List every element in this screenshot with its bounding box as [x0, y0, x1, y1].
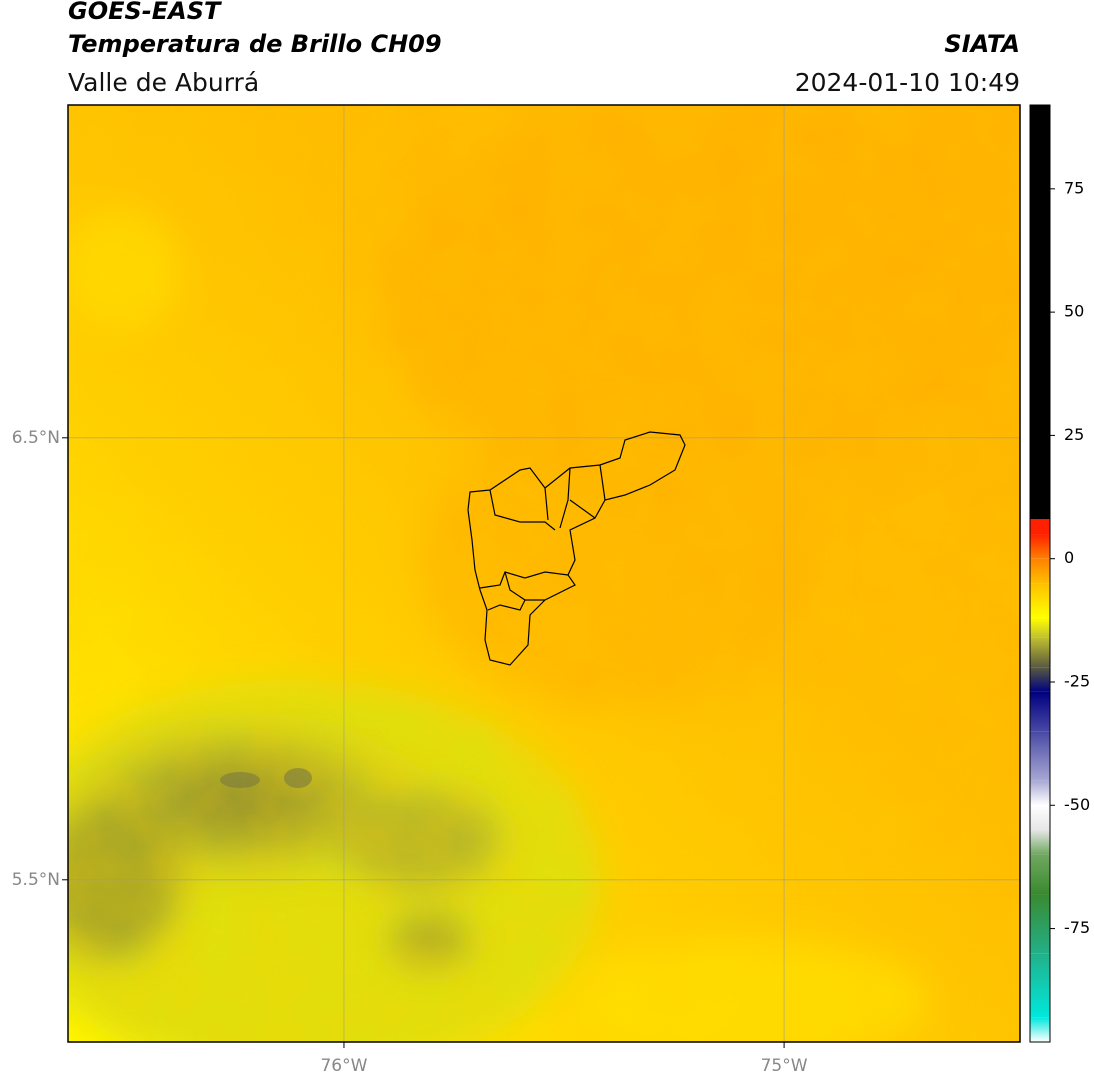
- colorbar-segment: [1030, 105, 1050, 520]
- colorbar-tick-label: -75: [1064, 918, 1090, 937]
- colorbar-segment: [1030, 829, 1050, 855]
- subtitle: Temperatura de Brillo CH09: [68, 30, 442, 58]
- graticule: [62, 105, 1020, 1048]
- colorbar-segment: [1030, 558, 1050, 584]
- colorbar-segment: [1030, 637, 1050, 668]
- y-tick-label: 5.5°N: [12, 870, 60, 890]
- colorbar-frame: [1029, 104, 1051, 1043]
- colorbar-segment: [1030, 953, 1050, 1018]
- map-frame: [67, 104, 1021, 1043]
- region: Valle de Aburrá: [68, 68, 259, 97]
- colorbar-segment: [1030, 534, 1050, 559]
- colorbar-segment: [1030, 805, 1050, 830]
- colorbar-segment: [1030, 617, 1050, 638]
- x-tick-label: 75°W: [761, 1056, 808, 1076]
- x-tick-label: 76°W: [320, 1056, 367, 1076]
- datetime: 2024-01-10 10:49: [795, 68, 1020, 97]
- title: GOES-EAST: [68, 0, 222, 25]
- colorbar-tick-label: 75: [1064, 178, 1084, 197]
- map-image: [68, 105, 1020, 1042]
- colorbar-segment: [1030, 583, 1050, 618]
- colorbar-segment: [1030, 667, 1050, 692]
- source: SIATA: [944, 30, 1020, 58]
- colorbar-segment: [1030, 780, 1050, 806]
- basin-boundary: [467, 431, 686, 666]
- colorbar-segment: [1030, 731, 1050, 781]
- colorbar-tick-label: 0: [1064, 548, 1074, 567]
- colorbar-tick-label: -50: [1064, 795, 1090, 814]
- colorbar: [1030, 105, 1055, 1042]
- colorbar-segment: [1030, 894, 1050, 954]
- colorbar-segment: [1030, 691, 1050, 732]
- colorbar-tick-label: 50: [1064, 302, 1084, 321]
- colorbar-tick-label: 25: [1064, 425, 1084, 444]
- y-tick-label: 6.5°N: [12, 428, 60, 448]
- colorbar-segment: [1030, 854, 1050, 895]
- colorbar-tick-label: -25: [1064, 671, 1090, 690]
- colorbar-segment: [1030, 519, 1050, 535]
- colorbar-segment: [1030, 1017, 1050, 1042]
